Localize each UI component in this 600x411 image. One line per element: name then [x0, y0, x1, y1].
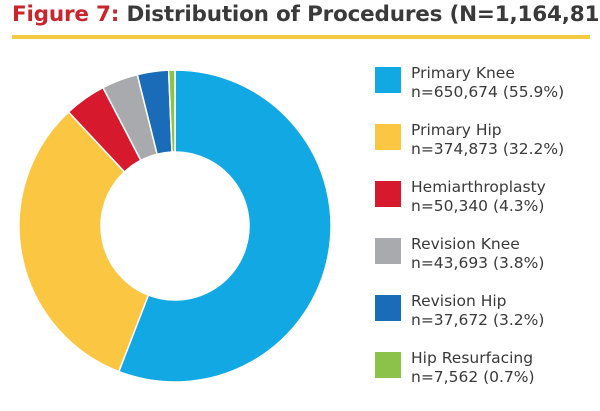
legend-swatch [375, 352, 401, 378]
legend-count: n=37,672 (3.2%) [411, 311, 545, 329]
legend-swatch [375, 238, 401, 264]
legend-swatch [375, 67, 401, 93]
legend-count: n=650,674 (55.9%) [411, 83, 565, 101]
legend-text: Primary Knee n=650,674 (55.9%) [411, 64, 564, 102]
legend-label: Hip Resurfacing [411, 349, 534, 367]
legend-label: Primary Knee [411, 64, 515, 82]
title-underline [12, 35, 590, 39]
slice-primary-knee [117, 69, 332, 383]
legend-label: Revision Hip [411, 292, 507, 310]
legend-count: n=7,562 (0.7%) [411, 368, 535, 386]
legend-label: Hemiarthroplasty [411, 178, 546, 196]
legend-text: Hemiarthroplasty n=50,340 (4.3%) [411, 178, 546, 216]
legend-text: Hip Resurfacing n=7,562 (0.7%) [411, 349, 535, 387]
legend-label: Revision Knee [411, 235, 520, 253]
legend-swatch [375, 295, 401, 321]
legend-label: Primary Hip [411, 121, 502, 139]
chart-title: Figure 7: Distribution of Procedures (N=… [12, 2, 600, 27]
title-text: Distribution of Procedures (N=1,164,814) [126, 2, 600, 27]
slice-primary-hip [18, 110, 150, 373]
legend-count: n=43,693 (3.8%) [411, 254, 545, 272]
legend-text: Revision Hip n=37,672 (3.2%) [411, 292, 544, 330]
legend-swatch [375, 124, 401, 150]
slice-hip-resurfacing [167, 69, 176, 153]
donut-chart [18, 69, 332, 383]
legend-swatch [375, 181, 401, 207]
legend-count: n=50,340 (4.3%) [411, 197, 545, 215]
legend-count: n=374,873 (32.2%) [411, 140, 565, 158]
legend-text: Primary Hip n=374,873 (32.2%) [411, 121, 564, 159]
figure-label: Figure 7: [12, 2, 120, 27]
legend-text: Revision Knee n=43,693 (3.8%) [411, 235, 544, 273]
